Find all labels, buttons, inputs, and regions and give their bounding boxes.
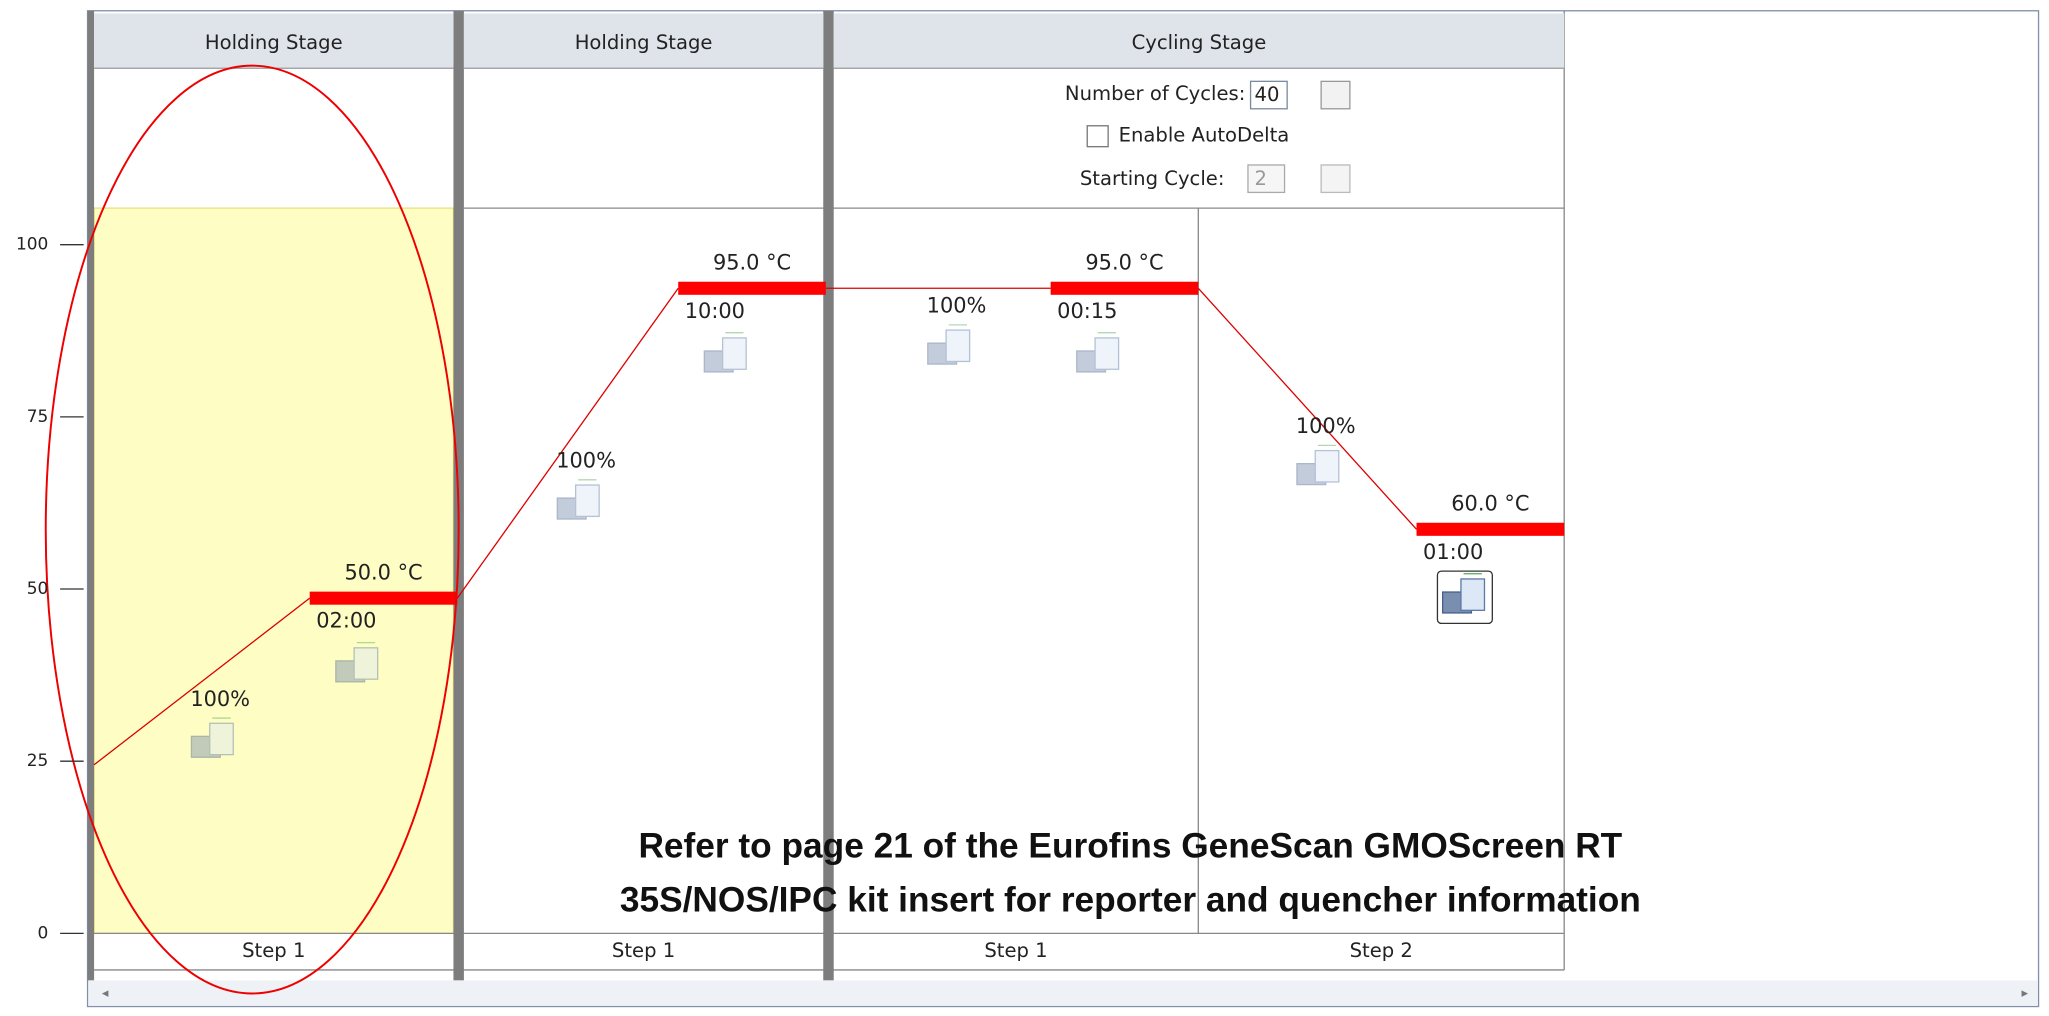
start-value: 2 <box>1254 167 1266 190</box>
ramp <box>456 287 679 599</box>
cycles-input[interactable] <box>1249 80 1288 110</box>
y-tick-label: 0 <box>38 923 49 943</box>
step-icon[interactable] <box>1296 444 1340 486</box>
note: Refer to page 21 of the Eurofins GeneSca… <box>638 827 1622 866</box>
y-tick-label: 50 <box>27 579 49 599</box>
temperature: 50.0 °C <box>344 560 422 584</box>
step-icon[interactable] <box>335 641 379 683</box>
note: 35S/NOS/IPC kit insert for reporter and … <box>620 880 1641 919</box>
separator <box>87 10 95 981</box>
step-icon[interactable] <box>703 332 747 373</box>
stage-header <box>833 13 1565 69</box>
stage-title: Cycling Stage <box>1132 31 1267 54</box>
step-icon[interactable] <box>1076 332 1120 373</box>
y-tick-label: 100 <box>16 235 48 255</box>
start-label: Starting Cycle: <box>1080 167 1225 190</box>
hold-time: 10:00 <box>685 299 745 323</box>
ramp-rate: 100% <box>556 449 616 473</box>
scroll-left[interactable]: ◂ <box>102 986 109 1001</box>
temperature: 95.0 °C <box>1085 250 1163 274</box>
step-label: Step 2 <box>1350 939 1413 962</box>
step-icon[interactable] <box>927 324 971 365</box>
stage-header <box>94 13 454 69</box>
step-icon[interactable] <box>190 717 234 758</box>
step-label: Step 1 <box>612 939 675 962</box>
start-spinner <box>1320 164 1351 194</box>
separator <box>823 10 834 981</box>
temperature: 60.0 °C <box>1451 491 1529 515</box>
hold-time: 02:00 <box>316 609 376 633</box>
hold-segment <box>1416 522 1565 536</box>
hold-segment <box>678 281 826 295</box>
step-label: Step 1 <box>242 939 305 962</box>
hold-segment <box>309 591 458 605</box>
ramp-rate: 100% <box>190 687 250 711</box>
temperature: 95.0 °C <box>713 250 791 274</box>
stage-title: Holding Stage <box>575 31 713 54</box>
hold-time: 01:00 <box>1423 540 1483 564</box>
hold-segment <box>1050 281 1199 295</box>
cycles-spinner[interactable] <box>1320 80 1351 110</box>
stage-title: Holding Stage <box>205 31 343 54</box>
y-tick-label: 25 <box>27 751 49 771</box>
ramp-rate: 100% <box>927 294 987 318</box>
highlight-ellipse <box>44 64 460 995</box>
autodelta-label: Enable AutoDelta <box>1119 124 1290 147</box>
y-tick-label: 75 <box>27 407 49 427</box>
start-input <box>1247 164 1286 194</box>
hold-time: 00:15 <box>1057 299 1117 323</box>
cycles-label: Number of Cycles: <box>1065 82 1245 105</box>
autodelta-checkbox[interactable] <box>1086 125 1109 148</box>
ramp <box>1197 287 1418 530</box>
ramp <box>93 597 311 766</box>
cycles-value: 40 <box>1254 83 1279 106</box>
scrollbar[interactable] <box>88 980 2038 1006</box>
step-label: Step 1 <box>984 939 1047 962</box>
step-icon[interactable] <box>1436 570 1493 625</box>
stage-header <box>463 13 824 69</box>
scroll-right[interactable]: ▸ <box>2022 986 2029 1001</box>
ramp-rate: 100% <box>1296 414 1356 438</box>
selected-stage <box>93 207 455 935</box>
step-icon[interactable] <box>556 479 600 520</box>
